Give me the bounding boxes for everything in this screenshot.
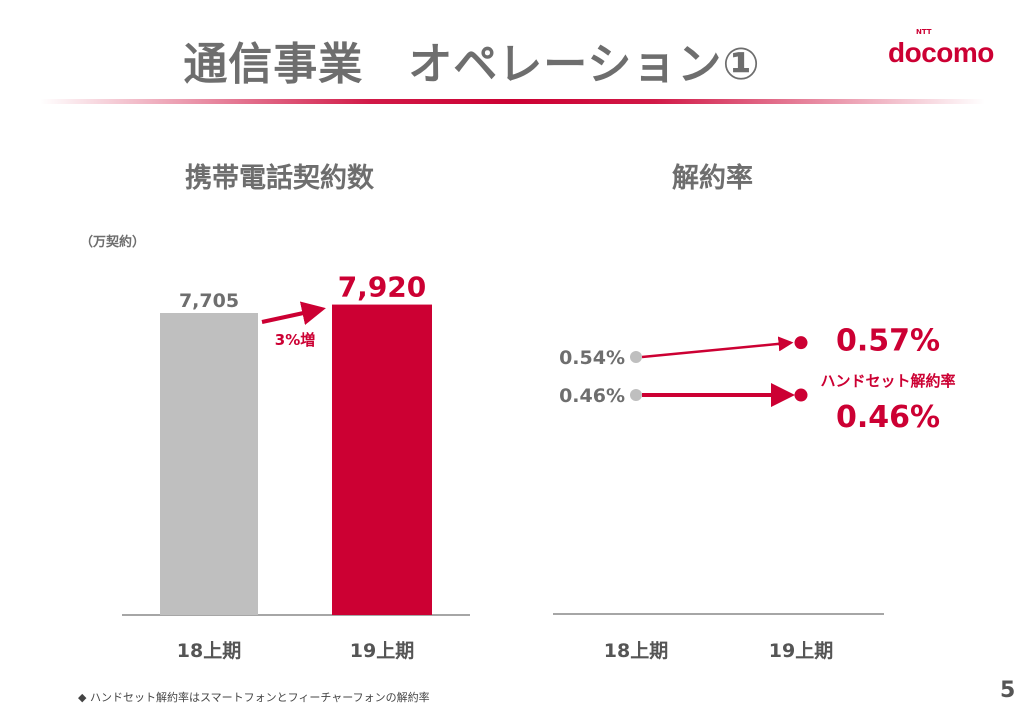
x-tick-label: 19上期	[769, 640, 833, 662]
x-tick-label: 18上期	[177, 640, 241, 662]
unit-label: （万契約）	[80, 235, 146, 250]
value-label-19: 0.57%	[836, 324, 940, 359]
chart-title-churn: 解約率	[672, 163, 753, 194]
value-label-18: 0.46%	[559, 385, 625, 407]
bar-19上期	[332, 304, 432, 615]
slide-title-text: 通信事業 オペレーション①	[183, 39, 761, 90]
page-number: 5	[1000, 678, 1016, 703]
title-divider	[40, 99, 985, 104]
bar-18上期	[160, 313, 258, 615]
growth-annotation: 3%増	[275, 331, 315, 349]
point-19	[794, 336, 808, 350]
x-tick-label: 18上期	[604, 640, 668, 662]
logo-ntt: NTT	[916, 28, 932, 36]
x-tick-label: 19上期	[350, 640, 414, 662]
growth-arrow	[261, 301, 326, 325]
value-label-18: 0.54%	[559, 347, 625, 369]
chart-title-subscriptions: 携帯電話契約数	[185, 163, 374, 194]
slide-title: 通信事業 オペレーション①	[0, 28, 1024, 92]
point-18	[630, 389, 642, 402]
point-19	[794, 388, 808, 402]
footnote: ◆ ハンドセット解約率はスマートフォンとフィーチャーフォンの解約率	[78, 691, 430, 704]
bar-value-label: 7,920	[338, 271, 427, 304]
point-18	[630, 350, 642, 363]
series-line	[641, 336, 794, 359]
docomo-logo: docomo	[888, 37, 994, 68]
bar-value-label: 7,705	[179, 290, 239, 312]
value-label-19: 0.46%	[836, 400, 940, 435]
series-label: ハンドセット解約率	[820, 372, 955, 390]
